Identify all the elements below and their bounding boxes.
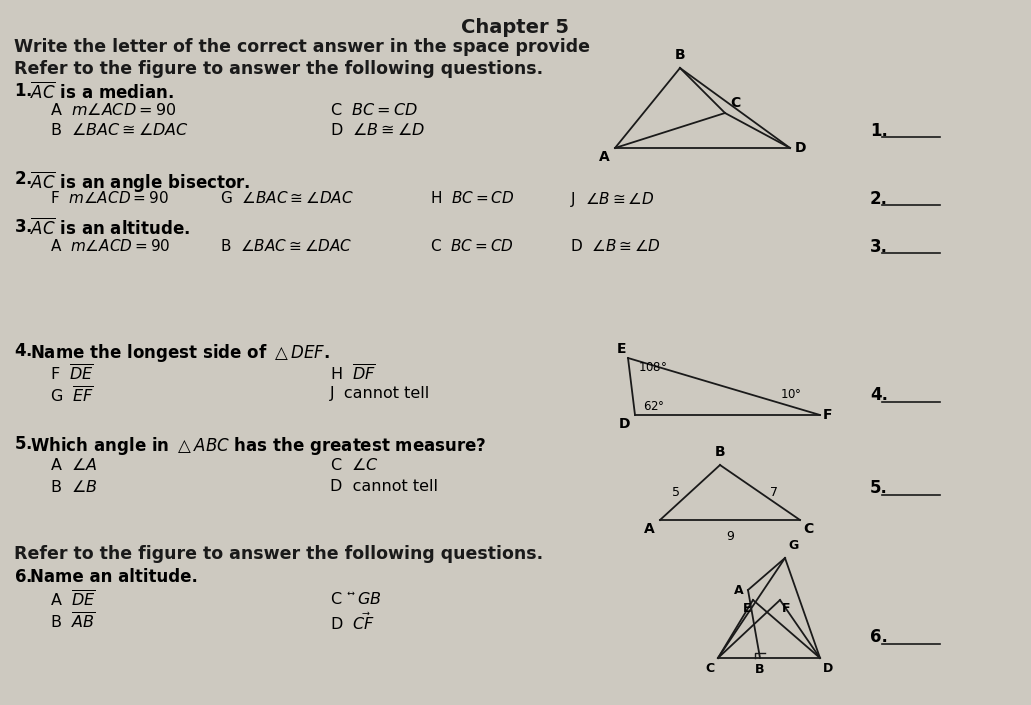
Text: A  $\overline{DE}$: A $\overline{DE}$ — [49, 590, 96, 610]
Text: G: G — [788, 539, 798, 552]
Text: C: C — [803, 522, 813, 536]
Text: F  $\overline{DE}$: F $\overline{DE}$ — [49, 364, 94, 384]
Text: J  $\angle B \cong \angle D$: J $\angle B \cong \angle D$ — [570, 190, 655, 209]
Text: B  $\angle B$: B $\angle B$ — [49, 479, 98, 495]
Text: $\overline{AC}$ is a median.: $\overline{AC}$ is a median. — [30, 82, 174, 103]
Text: C: C — [730, 96, 740, 110]
Text: A  $\angle A$: A $\angle A$ — [49, 457, 97, 473]
Text: $\overline{AC}$ is an altitude.: $\overline{AC}$ is an altitude. — [30, 218, 190, 239]
Text: B: B — [756, 663, 765, 676]
Text: E: E — [617, 342, 626, 356]
Text: D: D — [823, 662, 833, 675]
Text: C  $BC = CD$: C $BC = CD$ — [430, 238, 513, 254]
Text: H  $BC = CD$: H $BC = CD$ — [430, 190, 514, 206]
Text: Chapter 5: Chapter 5 — [461, 18, 569, 37]
Text: 9: 9 — [726, 530, 734, 543]
Text: 6.: 6. — [870, 628, 888, 646]
Text: $\mathbf{1}$.: $\mathbf{1}$. — [14, 82, 32, 100]
Text: Write the letter of the correct answer in the space provide: Write the letter of the correct answer i… — [14, 38, 590, 56]
Text: Name an altitude.: Name an altitude. — [30, 568, 198, 586]
Text: 7: 7 — [770, 486, 778, 498]
Text: C  $\angle C$: C $\angle C$ — [330, 457, 378, 473]
Text: F  $m\angle ACD = 90$: F $m\angle ACD = 90$ — [49, 190, 169, 206]
Text: Name the longest side of $\triangle DEF$.: Name the longest side of $\triangle DEF$… — [30, 342, 330, 364]
Text: $62°$: $62°$ — [643, 400, 665, 413]
Text: F: F — [781, 602, 791, 615]
Text: 5.: 5. — [870, 479, 888, 497]
Text: D: D — [619, 417, 630, 431]
Text: F: F — [823, 408, 832, 422]
Text: $\overline{AC}$ is an angle bisector.: $\overline{AC}$ is an angle bisector. — [30, 170, 251, 195]
Text: Which angle in $\triangle ABC$ has the greatest measure?: Which angle in $\triangle ABC$ has the g… — [30, 435, 487, 457]
Text: $10°$: $10°$ — [780, 388, 802, 401]
Text: A: A — [599, 150, 610, 164]
Text: B: B — [674, 48, 686, 62]
Text: $\mathbf{5}$.: $\mathbf{5}$. — [14, 435, 32, 453]
Text: $\mathbf{3}$.: $\mathbf{3}$. — [14, 218, 32, 236]
Text: C  $\overleftrightarrow{GB}$: C $\overleftrightarrow{GB}$ — [330, 590, 381, 607]
Text: 5: 5 — [672, 486, 680, 498]
Text: $\mathbf{2}$.: $\mathbf{2}$. — [14, 170, 32, 188]
Text: D: D — [795, 141, 806, 155]
Text: D  $\angle B \cong \angle D$: D $\angle B \cong \angle D$ — [570, 238, 661, 254]
Text: $\mathbf{6}$.: $\mathbf{6}$. — [14, 568, 32, 586]
Text: A  $m\angle ACD = 90$: A $m\angle ACD = 90$ — [49, 102, 176, 118]
Text: B  $\angle BAC \cong \angle DAC$: B $\angle BAC \cong \angle DAC$ — [220, 238, 353, 254]
Text: 2.: 2. — [870, 190, 888, 208]
Text: B: B — [714, 445, 726, 459]
Text: $108°$: $108°$ — [638, 361, 667, 374]
Text: 4.: 4. — [870, 386, 888, 404]
Text: Refer to the figure to answer the following questions.: Refer to the figure to answer the follow… — [14, 545, 543, 563]
Text: $\mathbf{4}$.: $\mathbf{4}$. — [14, 342, 32, 360]
Text: D  $\angle B \cong \angle D$: D $\angle B \cong \angle D$ — [330, 122, 426, 138]
Text: C  $BC = CD$: C $BC = CD$ — [330, 102, 418, 118]
Text: A: A — [734, 584, 744, 596]
Text: Refer to the figure to answer the following questions.: Refer to the figure to answer the follow… — [14, 60, 543, 78]
Text: G  $\angle BAC \cong \angle DAC$: G $\angle BAC \cong \angle DAC$ — [220, 190, 354, 206]
Text: H  $\overline{DF}$: H $\overline{DF}$ — [330, 364, 376, 384]
Text: A  $m\angle ACD = 90$: A $m\angle ACD = 90$ — [49, 238, 170, 254]
Text: D  cannot tell: D cannot tell — [330, 479, 438, 494]
Text: 3.: 3. — [870, 238, 888, 256]
Text: J  cannot tell: J cannot tell — [330, 386, 430, 401]
Text: D  $\vec{CF}$: D $\vec{CF}$ — [330, 612, 375, 633]
Text: 1.: 1. — [870, 122, 888, 140]
Text: B  $\overline{AB}$: B $\overline{AB}$ — [49, 612, 95, 632]
Text: G  $\overline{EF}$: G $\overline{EF}$ — [49, 386, 94, 406]
Text: A: A — [644, 522, 655, 536]
Text: B  $\angle BAC \cong \angle DAC$: B $\angle BAC \cong \angle DAC$ — [49, 122, 189, 138]
Text: C: C — [706, 662, 716, 675]
Text: E: E — [742, 602, 751, 615]
